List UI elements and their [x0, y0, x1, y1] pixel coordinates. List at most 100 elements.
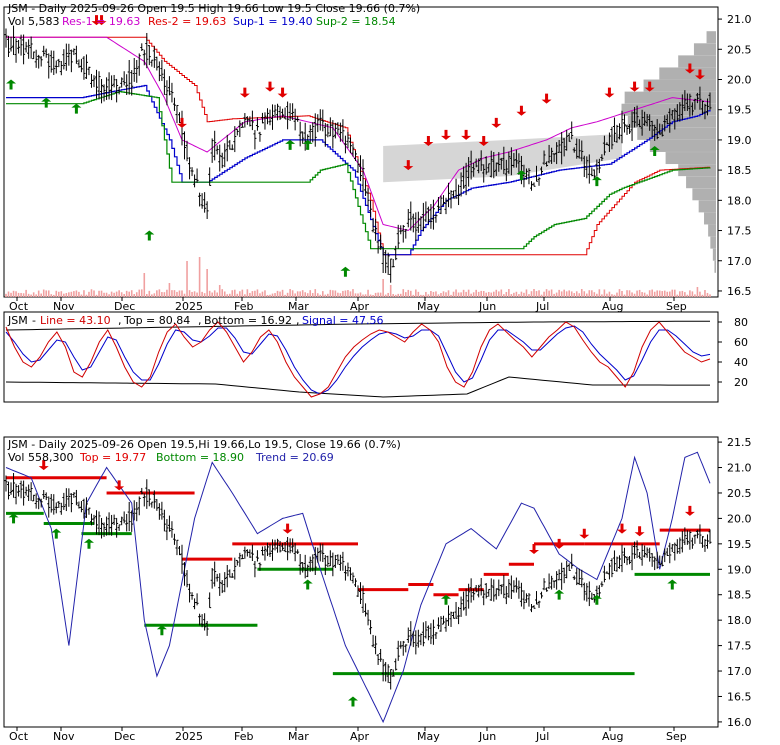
- trend-header-bottom: Bottom = 18.90: [156, 451, 244, 464]
- volume-bar: [394, 294, 397, 297]
- volume-bar: [301, 290, 304, 297]
- volume-bar: [570, 291, 573, 297]
- volume-bar: [344, 290, 347, 297]
- volume-bar: [178, 290, 181, 297]
- volume-bar: [108, 294, 110, 297]
- volume-bar: [286, 292, 289, 297]
- volume-bar: [601, 294, 603, 297]
- volume-bar: [75, 290, 78, 297]
- volume-bar: [133, 294, 136, 297]
- trend-sell-arrow: [38, 460, 49, 471]
- volume-bar: [508, 289, 510, 297]
- volume-bar: [699, 291, 701, 297]
- price-x-axis-tick-label: Jul: [535, 300, 549, 313]
- volume-bar: [156, 290, 158, 297]
- trend-sell-arrow: [634, 526, 645, 537]
- trend-buy-arrow: [441, 594, 451, 605]
- volume-bar: [578, 293, 581, 297]
- volume-bar: [558, 289, 560, 297]
- buy-arrow: [649, 145, 660, 156]
- volume-bar: [349, 291, 352, 297]
- stochastic-bottom-band: [5, 376, 710, 398]
- volume-bar: [550, 289, 553, 297]
- buy-arrow: [516, 170, 527, 181]
- volume-bar: [319, 294, 322, 297]
- volume-bar: [342, 290, 344, 297]
- volume-bar: [505, 291, 508, 297]
- volume-bar: [560, 291, 563, 297]
- volume-bar: [221, 289, 224, 297]
- volume-bar: [208, 290, 211, 297]
- volume-profile-bar: [706, 31, 716, 44]
- volume-bar: [623, 294, 626, 297]
- volume-bar: [261, 291, 264, 297]
- volume-bar: [392, 294, 394, 297]
- volume-bar: [417, 291, 420, 297]
- sell-arrow: [177, 117, 187, 128]
- volume-bar: [322, 291, 324, 297]
- trend-x-axis-tick-label: Aug: [602, 730, 623, 743]
- volume-bar: [525, 289, 528, 297]
- volume-bar: [372, 294, 374, 297]
- volume-bar: [427, 294, 430, 297]
- volume-bar: [646, 294, 648, 297]
- sell-arrow: [491, 117, 502, 128]
- trend-buy-arrow: [554, 589, 565, 600]
- volume-bar: [276, 290, 279, 297]
- sell-arrow: [265, 81, 275, 92]
- volume-bar: [382, 279, 384, 297]
- trend-price-bars: [4, 473, 712, 690]
- volume-bar: [404, 292, 407, 297]
- volume-bar: [442, 291, 445, 297]
- sell-arrow: [403, 160, 414, 171]
- price-y-axis-tick-label: 21.0: [727, 13, 752, 26]
- volume-bar: [694, 294, 696, 297]
- volume-profile-bar: [714, 260, 716, 273]
- volume-bar: [314, 289, 317, 297]
- volume-bar: [198, 257, 201, 297]
- volume-bar: [327, 293, 329, 297]
- trend-x-axis-tick-label: Jun: [478, 730, 496, 743]
- volume-bar: [460, 292, 462, 297]
- volume-bar: [15, 291, 17, 297]
- volume-bar: [332, 290, 334, 297]
- volume-bar: [420, 294, 422, 297]
- volume-bar: [435, 291, 437, 297]
- volume-bar: [573, 293, 576, 297]
- volume-bar: [226, 294, 229, 297]
- volume-bar: [432, 291, 435, 297]
- trend-y-axis-tick-label: 16.0: [727, 716, 752, 729]
- volume-bar: [299, 291, 301, 297]
- volume-bar: [80, 294, 83, 297]
- volume-bar: [628, 290, 631, 297]
- volume-bar: [40, 293, 42, 297]
- price-header-sup1: Sup-1 = 19.40: [233, 15, 313, 28]
- buy-arrow: [302, 139, 313, 150]
- stochastic-header-bottom: Bottom = 16.92: [204, 314, 292, 327]
- volume-bar: [399, 293, 402, 297]
- volume-profile-bar: [649, 139, 716, 152]
- trend-header-vol: Vol 558,300: [8, 451, 73, 464]
- volume-bar: [20, 292, 22, 297]
- volume-bar: [140, 289, 143, 297]
- volume-bar: [410, 290, 412, 297]
- volume-bar: [510, 294, 513, 297]
- volume-bar: [176, 291, 178, 297]
- trend-sell-arrow: [114, 480, 125, 491]
- volume-bar: [296, 291, 299, 297]
- volume-bar: [90, 289, 93, 297]
- volume-bar: [412, 294, 415, 297]
- volume-bar: [7, 291, 10, 297]
- volume-bar: [78, 291, 80, 297]
- volume-bar: [362, 294, 364, 297]
- volume-bar: [291, 290, 294, 297]
- price-x-axis-tick-label: Apr: [350, 300, 370, 313]
- volume-bar: [575, 291, 578, 297]
- buy-arrow: [41, 97, 52, 108]
- price-header-res1: Res-1 = 19.63: [62, 15, 140, 28]
- volume-bar: [545, 289, 548, 297]
- volume-bar: [239, 291, 241, 297]
- volume-bar: [593, 292, 596, 297]
- trend-y-axis-tick-label: 19.0: [727, 563, 752, 576]
- trend-x-axis-tick-label: Mar: [288, 730, 309, 743]
